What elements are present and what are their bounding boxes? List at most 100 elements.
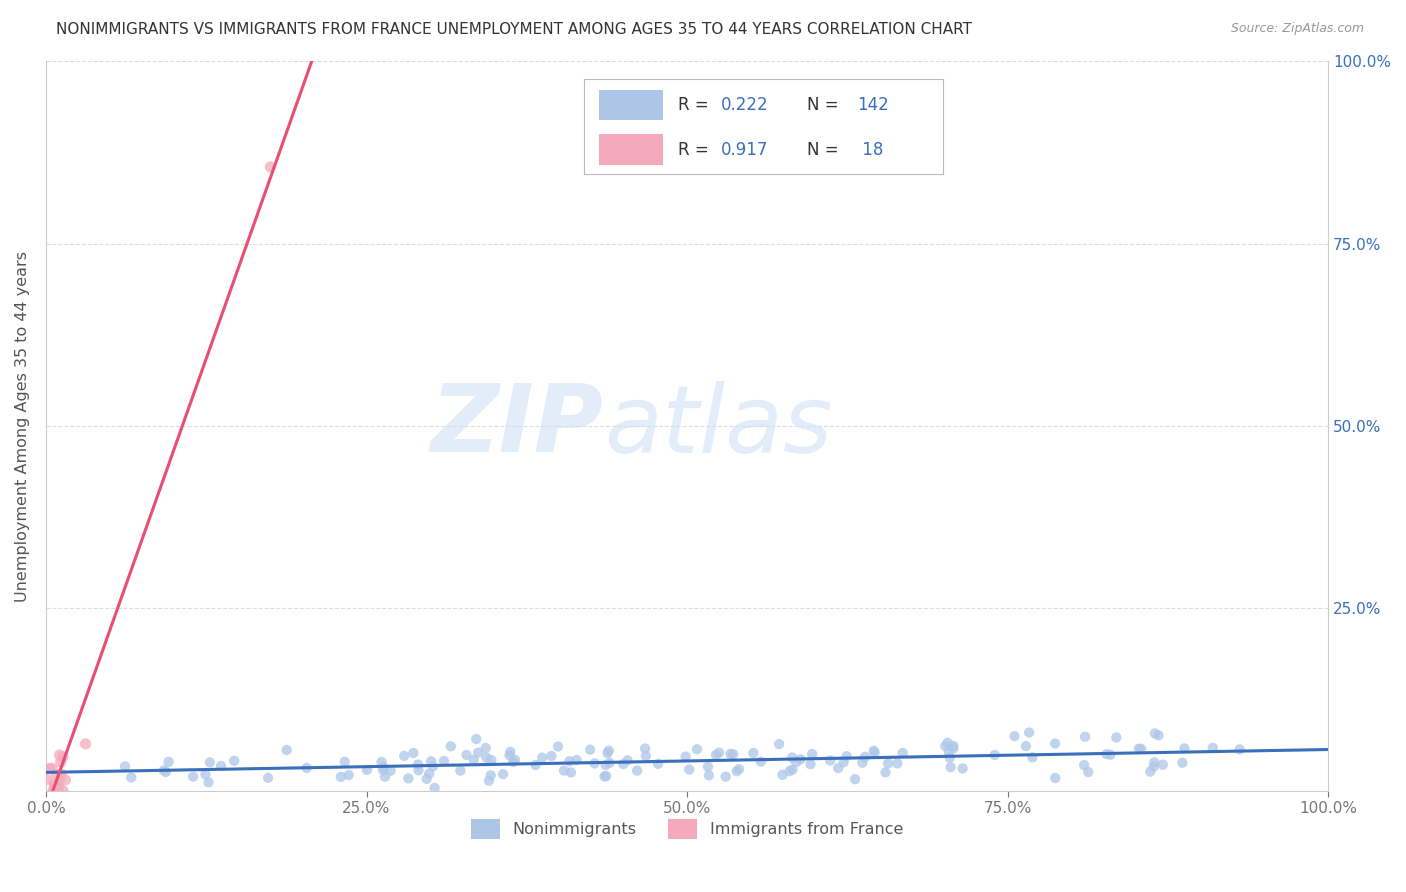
Point [1095, 747, 1118, 761]
Point [863, 745, 886, 759]
Point [560, 765, 582, 780]
Point [1073, 758, 1095, 772]
Point [420, 754, 443, 768]
Point [333, 755, 356, 769]
Point [768, 737, 790, 751]
Point [42, 784, 65, 798]
Point [678, 763, 700, 777]
Point [832, 756, 855, 770]
Point [456, 747, 478, 762]
Point [49, 774, 72, 789]
Point [1018, 725, 1040, 739]
Point [479, 753, 502, 767]
Point [772, 768, 794, 782]
Point [938, 745, 960, 759]
Point [492, 767, 515, 781]
Point [675, 749, 697, 764]
Point [1143, 756, 1166, 770]
Point [356, 763, 378, 777]
Point [392, 748, 415, 763]
Point [502, 755, 524, 769]
Point [799, 757, 821, 772]
Point [406, 757, 429, 772]
Point [52, 749, 75, 764]
Point [1147, 728, 1170, 742]
Point [877, 756, 900, 771]
Point [558, 754, 581, 768]
Point [433, 754, 456, 768]
Point [707, 746, 730, 760]
Point [467, 746, 489, 760]
Point [1021, 750, 1043, 764]
Point [634, 748, 657, 763]
Point [276, 743, 298, 757]
Point [782, 763, 804, 777]
Point [779, 764, 801, 778]
Point [48, 784, 70, 798]
Point [595, 769, 617, 783]
Point [465, 732, 488, 747]
Point [155, 764, 177, 779]
Point [35, 772, 58, 787]
Point [44, 777, 66, 791]
Point [1152, 757, 1174, 772]
Point [41, 761, 63, 775]
Point [1171, 756, 1194, 770]
Point [934, 739, 956, 753]
Point [422, 759, 444, 773]
Point [612, 757, 634, 772]
Point [1139, 764, 1161, 779]
Point [697, 768, 720, 782]
Point [593, 770, 616, 784]
Point [48, 779, 70, 793]
Legend: Nonimmigrants, Immigrants from France: Nonimmigrants, Immigrants from France [464, 813, 910, 845]
Text: Source: ZipAtlas.com: Source: ZipAtlas.com [1230, 22, 1364, 36]
Point [396, 772, 419, 786]
Point [49, 755, 72, 769]
Point [224, 754, 246, 768]
Point [416, 772, 439, 786]
Point [1043, 737, 1066, 751]
Point [827, 761, 849, 775]
Point [373, 763, 395, 777]
Point [547, 739, 569, 754]
Point [120, 771, 142, 785]
Point [1143, 726, 1166, 740]
Point [449, 764, 471, 778]
Point [942, 739, 965, 753]
Point [939, 760, 962, 774]
Point [1229, 742, 1251, 756]
Point [583, 756, 606, 771]
Point [785, 756, 807, 770]
Point [531, 750, 554, 764]
Point [875, 765, 897, 780]
Text: ZIP: ZIP [430, 380, 603, 472]
Point [48, 748, 70, 763]
Point [75, 737, 97, 751]
Point [499, 745, 522, 759]
Point [418, 766, 440, 780]
Point [38, 762, 60, 776]
Point [579, 742, 602, 756]
Point [844, 772, 866, 787]
Point [835, 749, 858, 764]
Point [1099, 747, 1122, 762]
Point [720, 747, 742, 761]
Point [408, 764, 430, 778]
Point [197, 775, 219, 789]
Point [598, 744, 620, 758]
Point [475, 750, 498, 764]
Point [503, 753, 526, 767]
Point [634, 741, 657, 756]
Point [295, 761, 318, 775]
Point [374, 770, 396, 784]
Point [714, 770, 737, 784]
Point [553, 764, 575, 778]
Point [157, 755, 180, 769]
Point [818, 754, 841, 768]
Point [626, 764, 648, 778]
Point [853, 749, 876, 764]
Point [616, 753, 638, 767]
Point [114, 759, 136, 773]
Point [595, 758, 617, 772]
